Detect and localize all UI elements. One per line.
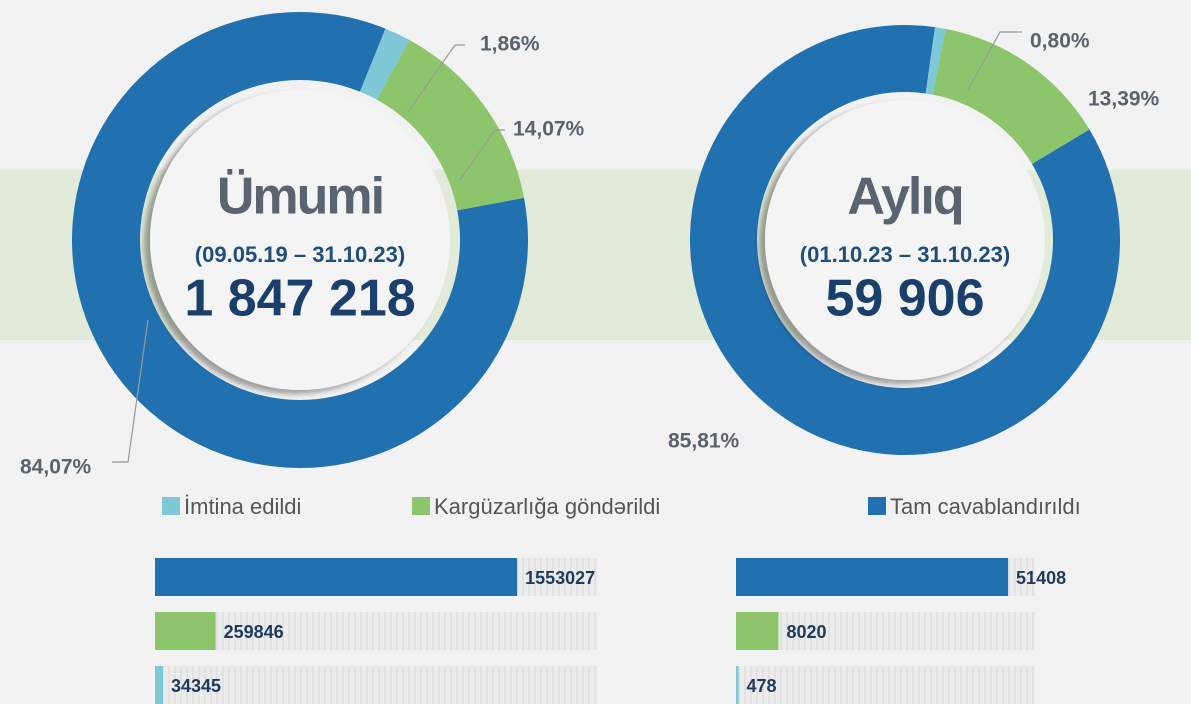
center-title: Aylıq	[847, 168, 962, 226]
leader-line	[967, 31, 1022, 91]
donut-slice	[690, 24, 1120, 455]
bar	[736, 666, 739, 704]
legend-swatch	[868, 497, 886, 515]
center-total: 1 847 218	[184, 270, 415, 328]
bar	[736, 612, 779, 650]
legend-swatch	[162, 497, 180, 515]
donut-hole	[765, 100, 1045, 380]
legend-label: İmtina edildi	[184, 494, 301, 519]
value-label: 84,07%	[20, 456, 92, 479]
leader-line	[112, 319, 149, 463]
center-title: Ümumi	[217, 168, 383, 226]
value-label: 85,81%	[668, 430, 740, 453]
value-label: 14,07%	[513, 118, 585, 141]
donut-slice	[932, 28, 1090, 164]
legend-label: Tam cavablandırıldı	[890, 494, 1081, 519]
bar-value-label: 8020	[786, 622, 826, 642]
bar-track	[155, 612, 598, 650]
bar	[736, 558, 1009, 596]
donut-hole	[150, 90, 450, 390]
bar-value-label: 34345	[171, 676, 221, 696]
leader-line	[407, 44, 465, 113]
value-label: 0,80%	[1030, 30, 1090, 53]
bar-track	[736, 612, 1035, 650]
legend-swatch	[412, 497, 430, 515]
donut-slice	[71, 11, 528, 469]
bar-track	[736, 666, 1035, 704]
bar-value-label: 51408	[1016, 568, 1066, 588]
bar-track	[155, 666, 598, 704]
bar	[155, 558, 518, 596]
donut-slice	[376, 40, 525, 211]
center-total: 59 906	[825, 270, 984, 328]
bar	[155, 612, 216, 650]
charts: Ümumi (09.05.19 – 31.10.23) 1 847 218 1,86%…	[20, 11, 1160, 704]
donut-slice	[359, 28, 410, 100]
value-label: 13,39%	[1088, 88, 1160, 111]
bar-value-label: 1553027	[525, 568, 595, 588]
value-label: 1,86%	[480, 33, 540, 56]
center-subtitle: (01.10.23 – 31.10.23)	[800, 242, 1010, 267]
donut-slice	[925, 27, 946, 95]
bar-value-label: 259846	[224, 622, 284, 642]
bar-value-label: 478	[747, 676, 777, 696]
bar	[155, 666, 164, 704]
center-subtitle: (09.05.19 – 31.10.23)	[195, 242, 405, 267]
leader-line	[459, 129, 505, 181]
legend-label: Kargüzarlığa göndərildi	[434, 494, 660, 519]
